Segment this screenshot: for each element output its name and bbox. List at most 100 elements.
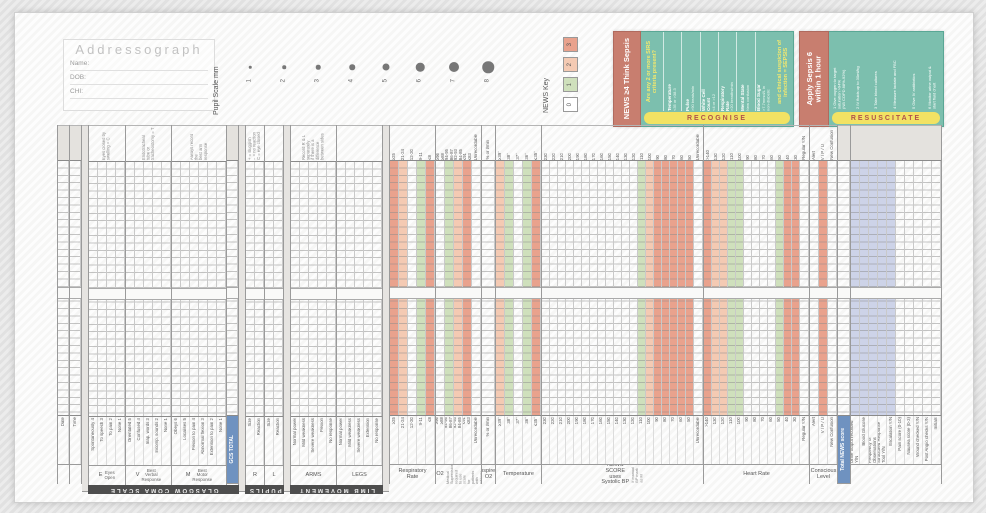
bottom-labels: 230 220 210 200 190 180 170 160 150 140 130 120 110 1… <box>542 416 703 465</box>
page-break-gap <box>851 287 941 299</box>
news-key-box: 3 <box>563 37 578 52</box>
pupil-dot <box>248 65 252 69</box>
column-label: Abnormal flexion 3 <box>199 417 208 465</box>
column-label: Obeys 6 <box>172 417 181 465</box>
sepsis-resuscitate-panel: Apply Sepsis 6 within 1 hour 1 Give oxyg… <box>799 31 944 127</box>
bottom-labels: Orientated 5 Confused 4 Inap. words 3 Incom… <box>126 417 171 466</box>
pupil-dot <box>315 64 321 70</box>
sirs-criteria-list: Temperature <35 or >38.3 Pulse >90 beats/mi… <box>663 32 773 111</box>
column-top-label: 94-95 86-87 <box>445 148 454 160</box>
sepsis-resuscitate-title: Apply Sepsis 6 within 1 hour <box>804 52 822 106</box>
sirs-criterion: Blood Sugar >7.7mmol/L in non-diabetic <box>754 32 773 111</box>
column-top-label: 70 <box>761 155 766 160</box>
column-label: 90 <box>654 416 662 464</box>
column-top-label: 160 <box>599 152 604 160</box>
page-break-gap <box>227 287 238 299</box>
pupil-dot-item: 8 <box>475 39 501 109</box>
bottom-labels: % or l/min <box>482 416 495 465</box>
group-body <box>337 161 382 417</box>
column-label: % or l/min <box>482 416 495 464</box>
sepsis-recognise-title: NEWS ≥4 Think Sepsis <box>621 38 631 120</box>
bottom-labels: ≥25 21-24 12-20 9-11 ≤8 <box>390 416 435 465</box>
column-label: 80 <box>752 416 760 464</box>
group-respiratory-rate: ≥25 21-24 12-20 9-11 ≤8 ≥25 21-24 12-20 9-11 ≤8 Re… <box>390 125 436 484</box>
news-key-box: 0 <box>563 97 578 112</box>
column-top-label: 40 <box>785 155 790 160</box>
column-label: Mild weakness <box>346 417 355 465</box>
column-label: To pain 2 <box>107 417 116 465</box>
page-break-gap <box>265 288 283 300</box>
column-top-label: 130 <box>623 152 628 160</box>
group-arms: Record R & L separately if there is a di… <box>291 125 337 485</box>
pupil-dot <box>382 63 390 71</box>
pupil-dot <box>449 62 459 72</box>
column-top-label: 230 <box>543 152 548 160</box>
group-note: Medical Supervision required to use scal… <box>445 465 481 484</box>
column-label: 70 <box>670 416 678 464</box>
group-name: ARMS <box>305 471 322 478</box>
column-label: 180 <box>582 416 590 464</box>
chart-sheet: Addressograph Name: DOB: CHI: Pupil Scal… <box>14 12 974 503</box>
chart-section-glasgow-coma-scale: Eyes closed by swelling = C Spontaneously… <box>88 125 239 494</box>
sirs-criterion: Temperature <35 or >38.3 <box>663 32 681 111</box>
column-label: 110 <box>728 416 736 464</box>
column-label: Regular Y/N <box>800 416 809 464</box>
column-label: New Confusion <box>828 416 837 464</box>
column-label: Normal power <box>291 417 300 465</box>
page-break-gap <box>337 288 382 300</box>
pupil-dot <box>415 62 425 72</box>
top-labels: >140 130 120 110 100 90 80 70 60 50 40 30 Regular Y/… <box>704 125 809 160</box>
column-label: 200 <box>566 416 574 464</box>
column-top-label: ≥96 ≥88 <box>436 152 445 160</box>
column-top-label: ≤8 <box>428 155 433 160</box>
column-label: Extension to pain 2 <box>208 417 217 465</box>
group-body <box>436 160 481 416</box>
column-label: 60 <box>678 416 686 464</box>
section-score-band: Total NEWS score <box>838 416 850 484</box>
group-name: L <box>272 471 276 478</box>
group-name: E Eyes Open <box>98 469 116 480</box>
bottom-labels: Normal power Mild weakness Severe weakness… <box>337 417 382 466</box>
note-text: + = sluggish − = no reaction C = eye clo… <box>248 132 262 160</box>
bottom-labels: Size Reaction <box>265 417 283 466</box>
group-date: Date <box>58 125 70 484</box>
column-label: Urine output recorded Y/N <box>851 416 860 464</box>
column-label: 37° <box>514 416 523 464</box>
sepsis-recognise-panel: NEWS ≥4 Think Sepsis Are any 2 or more S… <box>613 31 794 127</box>
column-label: 160 <box>598 416 606 464</box>
pupil-dot-number: 5 <box>382 79 389 83</box>
recognise-banner: RECOGNISE <box>644 112 790 124</box>
top-cap <box>70 125 81 160</box>
section-separator <box>383 125 389 492</box>
column-label: Escalation Y/N <box>887 416 896 464</box>
column-label: Severe weakness <box>355 417 364 465</box>
pupil-dot-number: 2 <box>280 79 287 83</box>
column-label: ≤35° <box>532 416 541 464</box>
group-name: Temperature <box>503 470 534 477</box>
column-label: 50 <box>686 416 694 464</box>
column-label: Blood Glucose <box>860 416 869 464</box>
chart-section-pupils: + = sluggish − = no reaction C = eye clo… <box>245 125 284 494</box>
column-top-label: 50 <box>777 155 782 160</box>
column-top-label: 90 <box>745 155 750 160</box>
group-additional-observations: Urine output recorded Y/N Blood Glucose Fr… <box>851 125 942 484</box>
pupil-dot-item: 2 <box>271 39 297 109</box>
page-break-gap <box>436 287 481 299</box>
section-band: PUPILS <box>245 485 284 494</box>
group-body <box>810 160 837 416</box>
bottom-labels: ≥96 ≥88 94-95 86-87 92-93 84-85 ≤91 ≤83 Unre… <box>436 416 481 465</box>
sepsis-footer: and clinical suspicion of infection = SE… <box>776 39 789 104</box>
column-label: V / P / U <box>819 416 828 464</box>
column-top-label: 170 <box>591 152 596 160</box>
pupil-dot-number: 7 <box>450 79 457 83</box>
column-top-label: 80 <box>753 155 758 160</box>
bottom-labels: ≥39° 38° 37° 36° ≤35° <box>496 416 541 465</box>
note-text: Record R & L separately if there is a di… <box>301 133 325 160</box>
news-key-box: 2 <box>563 57 578 72</box>
sirs-criterion: Respiratory Rate >20 breaths/min <box>717 32 736 111</box>
chi-field: CHI: <box>70 85 208 99</box>
column-label: 30 <box>792 416 800 464</box>
group-body <box>542 160 703 416</box>
group-best-motor-response: Always record the best arm response Obeys… <box>172 125 227 485</box>
column-top-label: ≤35° <box>534 150 539 160</box>
